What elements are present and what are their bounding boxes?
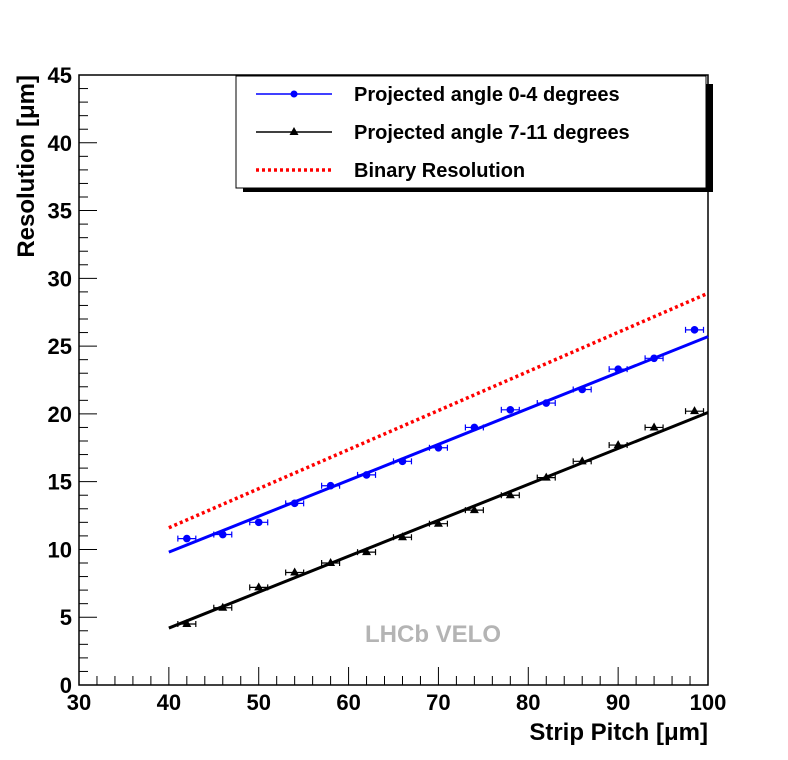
x-tick-label: 90 xyxy=(606,690,630,715)
y-tick-label: 45 xyxy=(48,63,72,88)
data-point-blue xyxy=(470,423,479,432)
data-point-black xyxy=(326,558,336,566)
legend-entry-black: Projected angle 7-11 degrees xyxy=(256,122,630,144)
data-point-blue xyxy=(690,326,699,334)
binary-resolution-line xyxy=(168,291,709,530)
data-point-blue xyxy=(254,518,263,527)
data-point-blue xyxy=(326,481,335,490)
data-point-black xyxy=(690,406,700,415)
series-lines xyxy=(168,291,709,630)
y-tick-label: 20 xyxy=(48,402,72,427)
x-tick-label: 100 xyxy=(690,690,727,715)
data-point-black xyxy=(290,567,300,576)
y-tick-label: 15 xyxy=(48,470,72,495)
y-tick-label: 0 xyxy=(60,673,72,698)
data-point-black xyxy=(505,490,515,499)
data-point-blue xyxy=(542,399,551,407)
legend-label-black: Projected angle 7-11 degrees xyxy=(354,122,630,144)
data-point-blue xyxy=(290,499,299,508)
data-point-blue xyxy=(183,534,191,543)
data-point-blue xyxy=(398,457,407,466)
legend-label-blue: Projected angle 0-4 degrees xyxy=(354,84,620,106)
data-point-blue xyxy=(614,365,622,373)
data-point-black xyxy=(613,440,623,449)
data-point-blue xyxy=(650,354,658,363)
legend-entry-red: Binary Resolution xyxy=(256,160,525,182)
data-points xyxy=(177,326,705,627)
legend-marker-black xyxy=(289,127,299,135)
data-point-black xyxy=(254,582,264,591)
data-point-black xyxy=(218,602,228,611)
y-tick-label: 30 xyxy=(48,266,72,291)
axis-ticks xyxy=(78,74,709,686)
y-axis-title: Resolution [μm] xyxy=(13,75,40,258)
x-tick-labels: 30 40 50 60 70 80 90 100 xyxy=(67,690,727,715)
y-tick-label: 10 xyxy=(48,537,72,562)
data-point-black xyxy=(469,505,479,514)
y-tick-label: 25 xyxy=(48,334,72,359)
y-tick-label: 40 xyxy=(48,131,72,156)
data-point-blue xyxy=(434,443,443,452)
x-axis-title: Strip Pitch [μm] xyxy=(529,719,708,746)
plot-frame xyxy=(78,74,709,686)
data-point-black xyxy=(397,532,407,541)
legend-marker-blue xyxy=(290,90,298,98)
y-tick-label: 35 xyxy=(48,199,72,224)
y-tick-labels: 0 5 10 15 20 25 30 35 40 45 xyxy=(48,63,72,698)
legend-label-red: Binary Resolution xyxy=(354,160,525,182)
x-tick-label: 40 xyxy=(157,690,181,715)
data-point-black xyxy=(182,619,192,627)
data-point-blue xyxy=(218,530,227,539)
data-point-blue xyxy=(506,406,515,414)
data-point-blue xyxy=(578,385,586,394)
data-point-black xyxy=(649,422,659,431)
data-point-black xyxy=(541,472,551,481)
y-tick-label: 5 xyxy=(60,605,72,630)
data-point-blue xyxy=(362,471,371,479)
data-point-black xyxy=(362,547,372,556)
x-tick-label: 30 xyxy=(67,690,91,715)
x-tick-label: 70 xyxy=(426,690,450,715)
data-point-black xyxy=(577,456,587,465)
data-point-black xyxy=(433,518,443,527)
legend-entry-blue: Projected angle 0-4 degrees xyxy=(256,84,620,106)
x-tick-label: 50 xyxy=(246,690,270,715)
legend: Projected angle 0-4 degrees Projected an… xyxy=(235,75,713,192)
x-tick-label: 60 xyxy=(336,690,360,715)
x-tick-label: 80 xyxy=(516,690,540,715)
watermark-text: LHCb VELO xyxy=(365,621,501,648)
